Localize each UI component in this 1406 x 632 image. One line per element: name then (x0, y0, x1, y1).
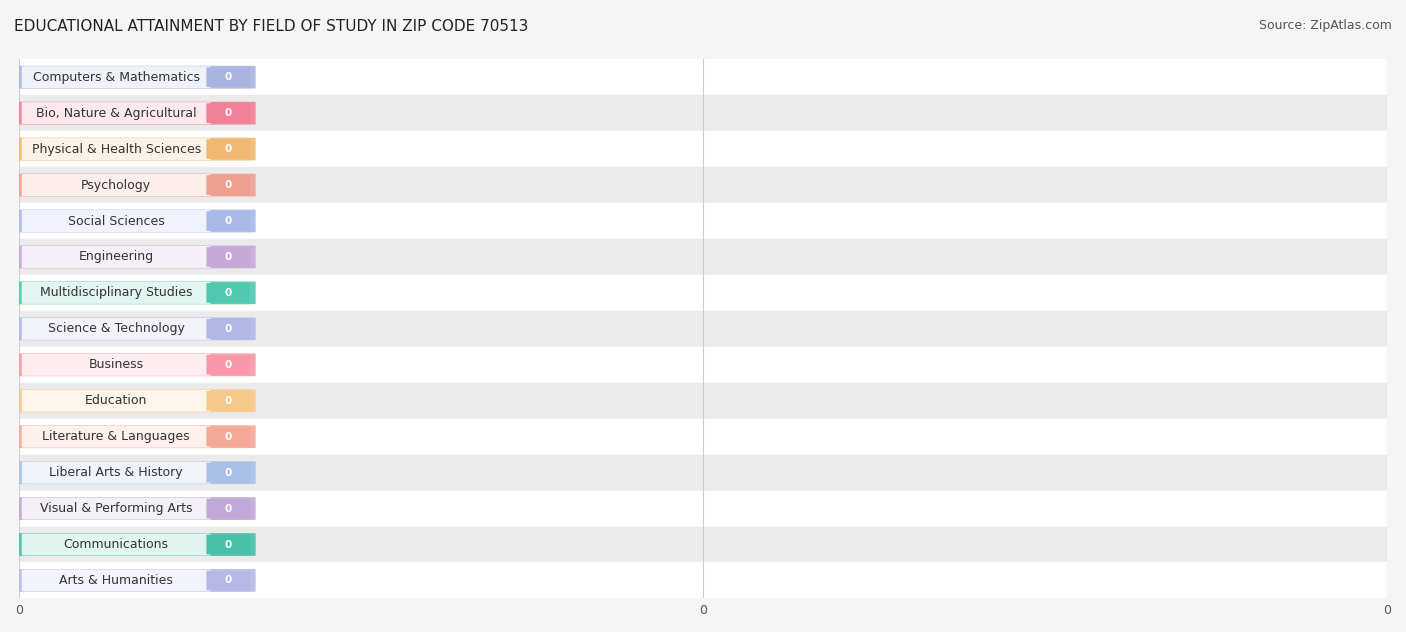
FancyBboxPatch shape (207, 355, 250, 375)
Text: 0: 0 (225, 576, 232, 585)
Text: Liberal Arts & History: Liberal Arts & History (49, 466, 183, 479)
FancyBboxPatch shape (207, 535, 250, 554)
Text: Literature & Languages: Literature & Languages (42, 430, 190, 443)
FancyBboxPatch shape (10, 461, 256, 484)
FancyBboxPatch shape (21, 497, 211, 520)
FancyBboxPatch shape (207, 175, 250, 195)
FancyBboxPatch shape (21, 426, 211, 447)
FancyBboxPatch shape (10, 569, 256, 592)
Text: Arts & Humanities: Arts & Humanities (59, 574, 173, 587)
FancyBboxPatch shape (207, 463, 250, 482)
Text: Communications: Communications (63, 538, 169, 551)
Text: Computers & Mathematics: Computers & Mathematics (32, 71, 200, 83)
FancyBboxPatch shape (207, 103, 250, 123)
FancyBboxPatch shape (21, 533, 211, 556)
Bar (20, 383, 1386, 419)
FancyBboxPatch shape (10, 533, 256, 556)
FancyBboxPatch shape (21, 138, 211, 160)
Text: Science & Technology: Science & Technology (48, 322, 184, 336)
Bar (20, 526, 1386, 562)
FancyBboxPatch shape (21, 210, 211, 232)
FancyBboxPatch shape (10, 389, 256, 412)
Text: 0: 0 (225, 396, 232, 406)
FancyBboxPatch shape (10, 102, 256, 125)
Text: Source: ZipAtlas.com: Source: ZipAtlas.com (1258, 19, 1392, 32)
Text: Engineering: Engineering (79, 250, 153, 264)
Text: Physical & Health Sciences: Physical & Health Sciences (31, 143, 201, 155)
FancyBboxPatch shape (21, 66, 211, 88)
FancyBboxPatch shape (21, 246, 211, 268)
FancyBboxPatch shape (207, 139, 250, 159)
Text: 0: 0 (225, 468, 232, 478)
Text: 0: 0 (225, 288, 232, 298)
Text: 0: 0 (225, 216, 232, 226)
Bar (20, 275, 1386, 311)
Text: Visual & Performing Arts: Visual & Performing Arts (39, 502, 193, 515)
Bar (20, 490, 1386, 526)
Text: Multidisciplinary Studies: Multidisciplinary Studies (39, 286, 193, 300)
Bar (20, 167, 1386, 203)
Bar (20, 203, 1386, 239)
FancyBboxPatch shape (10, 497, 256, 520)
FancyBboxPatch shape (21, 282, 211, 304)
FancyBboxPatch shape (207, 211, 250, 231)
Text: Bio, Nature & Agricultural: Bio, Nature & Agricultural (35, 107, 197, 119)
Bar (20, 59, 1386, 95)
FancyBboxPatch shape (10, 174, 256, 197)
Text: 0: 0 (225, 252, 232, 262)
Text: Education: Education (84, 394, 148, 407)
Bar (20, 454, 1386, 490)
FancyBboxPatch shape (21, 318, 211, 340)
Text: Social Sciences: Social Sciences (67, 214, 165, 228)
FancyBboxPatch shape (207, 427, 250, 447)
FancyBboxPatch shape (10, 138, 256, 161)
FancyBboxPatch shape (21, 174, 211, 196)
Bar (20, 311, 1386, 347)
Text: 0: 0 (225, 180, 232, 190)
FancyBboxPatch shape (21, 390, 211, 411)
FancyBboxPatch shape (207, 283, 250, 303)
FancyBboxPatch shape (207, 319, 250, 339)
Text: Business: Business (89, 358, 143, 371)
FancyBboxPatch shape (207, 68, 250, 87)
Text: 0: 0 (225, 432, 232, 442)
Text: 0: 0 (225, 108, 232, 118)
Text: 0: 0 (225, 144, 232, 154)
FancyBboxPatch shape (10, 210, 256, 233)
FancyBboxPatch shape (21, 461, 211, 483)
FancyBboxPatch shape (207, 571, 250, 590)
FancyBboxPatch shape (10, 317, 256, 340)
Bar (20, 562, 1386, 599)
FancyBboxPatch shape (21, 354, 211, 376)
FancyBboxPatch shape (207, 247, 250, 267)
FancyBboxPatch shape (21, 102, 211, 124)
Text: Psychology: Psychology (82, 179, 152, 191)
Text: 0: 0 (225, 504, 232, 514)
FancyBboxPatch shape (10, 245, 256, 269)
Text: EDUCATIONAL ATTAINMENT BY FIELD OF STUDY IN ZIP CODE 70513: EDUCATIONAL ATTAINMENT BY FIELD OF STUDY… (14, 19, 529, 34)
Bar (20, 239, 1386, 275)
Bar (20, 347, 1386, 383)
FancyBboxPatch shape (10, 425, 256, 448)
FancyBboxPatch shape (207, 499, 250, 518)
Text: 0: 0 (225, 72, 232, 82)
FancyBboxPatch shape (207, 391, 250, 411)
FancyBboxPatch shape (10, 353, 256, 376)
FancyBboxPatch shape (10, 281, 256, 305)
Bar (20, 419, 1386, 454)
Bar (20, 131, 1386, 167)
Text: 0: 0 (225, 324, 232, 334)
Text: 0: 0 (225, 360, 232, 370)
FancyBboxPatch shape (21, 569, 211, 592)
FancyBboxPatch shape (10, 66, 256, 88)
Text: 0: 0 (225, 540, 232, 549)
Bar (20, 95, 1386, 131)
